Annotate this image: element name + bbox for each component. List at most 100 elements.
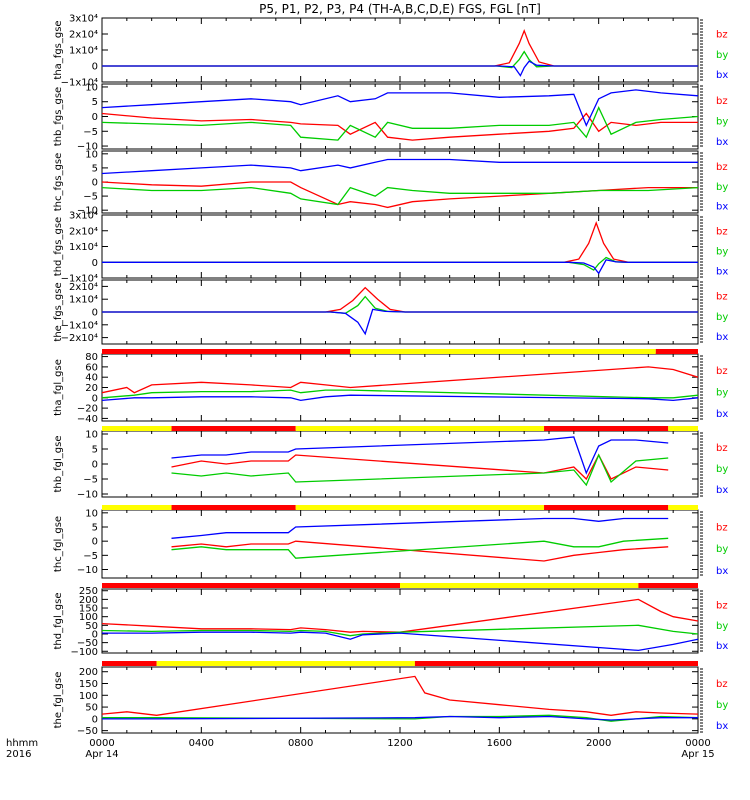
mode-bar-segment-red xyxy=(544,426,669,431)
y-tick-label: 1x10⁴ xyxy=(69,295,98,306)
legend-bz: bz xyxy=(716,443,728,454)
y-tick-label: 100 xyxy=(79,612,98,623)
y-axis-label: thb_fgl_gse xyxy=(53,436,64,493)
series-line-bx xyxy=(102,308,698,336)
y-tick-label: 0 xyxy=(92,537,98,548)
legend-bx: bx xyxy=(716,566,728,577)
legend-bz: bz xyxy=(716,96,728,107)
legend-by: by xyxy=(716,312,728,323)
y-tick-label: 0 xyxy=(92,714,98,725)
mode-bar-segment-yellow xyxy=(295,426,545,431)
series-line-bx xyxy=(102,394,698,402)
series-line-bx xyxy=(102,631,698,652)
y-tick-label: −2x10⁴ xyxy=(61,333,98,344)
y-tick-label: 0 xyxy=(92,112,98,123)
series-line-bx xyxy=(102,259,698,275)
legend-bx: bx xyxy=(716,485,728,496)
mode-bar-segment-red xyxy=(171,505,296,510)
y-tick-label: 80 xyxy=(85,352,98,363)
series-line-by xyxy=(102,105,698,141)
legend-bx: bx xyxy=(716,266,728,277)
mode-bar-segment-red xyxy=(102,583,400,588)
y-tick-label: −50 xyxy=(77,726,98,737)
panel-frame xyxy=(101,17,699,83)
legend-bz: bz xyxy=(716,366,728,377)
y-tick-label: 10 xyxy=(85,430,98,441)
series-line-by xyxy=(102,50,698,69)
legend-by: by xyxy=(716,388,728,399)
series-line-bz xyxy=(102,112,698,141)
y-tick-label: 10 xyxy=(85,149,98,160)
y-tick-label: 2x10⁴ xyxy=(69,282,98,293)
legend-bx: bx xyxy=(716,137,728,148)
series-group xyxy=(171,517,669,562)
y-tick-label: −5 xyxy=(83,475,98,486)
series-line-bx xyxy=(102,158,698,175)
x-tick-label: 0000 xyxy=(89,738,114,749)
y-tick-label: −10 xyxy=(77,490,98,501)
chart-title: P5, P1, P2, P3, P4 (TH-A,B,C,D,E) FGS, F… xyxy=(259,2,541,16)
series-group xyxy=(102,158,698,209)
panel-3: 10 5 0 −5 −10 thc_fgs_gse bz by bx xyxy=(53,149,728,216)
mode-bar-segment-red xyxy=(638,583,698,588)
y-tick-label: 0 xyxy=(92,629,98,640)
mode-bar-2 xyxy=(102,426,698,431)
mode-bar-segment-yellow xyxy=(668,505,698,510)
panel-7: 10 5 0 −5 −10 thb_fgl_gse bz by bx xyxy=(53,430,728,501)
legend-bz: bz xyxy=(716,162,728,173)
mode-bar-segment-yellow xyxy=(295,505,545,510)
y-tick-label: −10 xyxy=(77,206,98,217)
y-axis-label: tha_fgs_gse xyxy=(53,20,64,79)
y-tick-label: −10 xyxy=(77,142,98,153)
x-date-label: Apr 14 xyxy=(85,749,118,760)
y-tick-label: 150 xyxy=(79,679,98,690)
y-tick-label: 200 xyxy=(79,595,98,606)
series-line-by xyxy=(171,537,669,559)
legend-bx: bx xyxy=(716,641,728,652)
y-tick-label: 3x10⁴ xyxy=(69,14,98,25)
y-tick-label: 1x10⁴ xyxy=(69,242,98,253)
legend-by: by xyxy=(716,700,728,711)
mode-bar-segment-red xyxy=(102,661,157,666)
panel-2: 10 5 0 −5 −10 thb_fgs_gse bz by bx xyxy=(53,82,728,152)
mode-bars-group xyxy=(102,349,698,666)
legend-bx: bx xyxy=(716,409,728,420)
series-line-bz xyxy=(102,598,698,633)
x-tick-label: 2000 xyxy=(586,738,611,749)
series-line-bx xyxy=(171,517,669,539)
y-tick-label: 50 xyxy=(85,621,98,632)
y-tick-label: −5 xyxy=(83,127,98,138)
panel-frame xyxy=(101,214,699,279)
series-line-by xyxy=(102,389,698,399)
legend-bx: bx xyxy=(716,201,728,212)
series-group xyxy=(102,598,698,652)
y-tick-label: 2x10⁴ xyxy=(69,226,98,237)
legend-bz: bz xyxy=(716,601,728,612)
series-group xyxy=(102,675,698,722)
mode-bar-segment-yellow xyxy=(668,426,698,431)
mode-bar-segment-yellow xyxy=(156,661,415,666)
y-axis-label: the_fgs_gse xyxy=(53,282,64,341)
y-tick-label: 250 xyxy=(79,586,98,597)
series-group xyxy=(102,28,698,77)
y-tick-label: 5 xyxy=(92,523,98,534)
y-tick-label: 100 xyxy=(79,691,98,702)
y-axis-label: the_fgl_gse xyxy=(53,672,64,729)
series-group xyxy=(102,286,698,336)
y-tick-label: 10 xyxy=(85,82,98,93)
y-tick-label: −5 xyxy=(83,192,98,203)
y-axis-label: thc_fgs_gse xyxy=(53,153,64,212)
panel-8: 10 5 0 −5 −10 thc_fgl_gse bz by bx xyxy=(53,508,728,579)
legend-by: by xyxy=(716,116,728,127)
legend-bz: bz xyxy=(716,522,728,533)
legend-bz: bz xyxy=(716,679,728,690)
y-tick-label: −5 xyxy=(83,551,98,562)
y-tick-label: 20 xyxy=(85,383,98,394)
mode-bar-segment-yellow xyxy=(102,426,172,431)
y-axis-label: thb_fgs_gse xyxy=(53,87,64,146)
x-date-label: Apr 15 xyxy=(681,749,714,760)
